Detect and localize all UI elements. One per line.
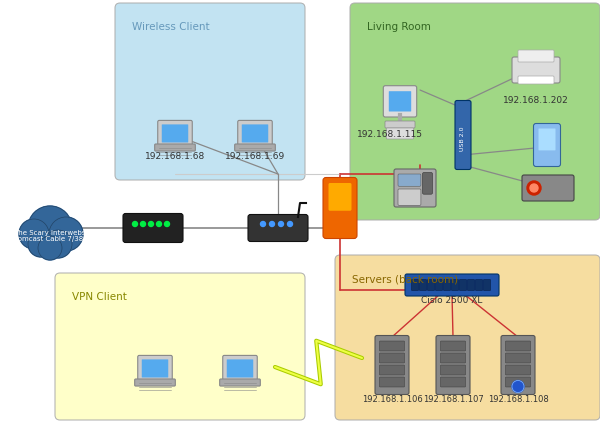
FancyBboxPatch shape (398, 189, 421, 205)
FancyBboxPatch shape (123, 214, 183, 243)
Circle shape (44, 230, 72, 258)
FancyBboxPatch shape (158, 120, 192, 147)
FancyBboxPatch shape (155, 144, 196, 151)
FancyBboxPatch shape (335, 255, 600, 420)
FancyBboxPatch shape (452, 279, 458, 290)
FancyBboxPatch shape (512, 57, 560, 83)
FancyBboxPatch shape (440, 365, 466, 375)
Circle shape (28, 231, 54, 257)
FancyBboxPatch shape (227, 360, 253, 377)
FancyBboxPatch shape (389, 91, 411, 112)
FancyBboxPatch shape (405, 274, 499, 296)
Text: USB 2.0: USB 2.0 (461, 127, 466, 151)
Circle shape (530, 184, 538, 192)
Text: 192.168.1.202: 192.168.1.202 (503, 96, 569, 105)
FancyBboxPatch shape (539, 128, 556, 151)
Circle shape (19, 219, 49, 249)
FancyBboxPatch shape (522, 175, 574, 201)
FancyBboxPatch shape (422, 173, 433, 194)
FancyBboxPatch shape (238, 120, 272, 147)
FancyBboxPatch shape (505, 365, 530, 375)
FancyBboxPatch shape (419, 279, 427, 290)
FancyBboxPatch shape (115, 3, 305, 180)
FancyBboxPatch shape (440, 353, 466, 363)
FancyBboxPatch shape (375, 335, 409, 394)
FancyBboxPatch shape (242, 124, 268, 142)
FancyBboxPatch shape (476, 279, 482, 290)
Text: Wireless Client: Wireless Client (132, 22, 209, 32)
FancyBboxPatch shape (533, 123, 560, 167)
FancyBboxPatch shape (380, 365, 404, 375)
Circle shape (527, 181, 541, 195)
FancyBboxPatch shape (134, 379, 175, 386)
Circle shape (140, 221, 146, 226)
Text: Living Room: Living Room (367, 22, 431, 32)
FancyBboxPatch shape (142, 360, 168, 377)
Text: VPN Client: VPN Client (72, 292, 127, 302)
FancyBboxPatch shape (501, 335, 535, 394)
FancyBboxPatch shape (248, 215, 308, 242)
FancyBboxPatch shape (162, 124, 188, 142)
FancyBboxPatch shape (518, 76, 554, 84)
FancyBboxPatch shape (350, 3, 600, 220)
Circle shape (287, 221, 293, 226)
FancyBboxPatch shape (383, 86, 416, 117)
Circle shape (260, 221, 265, 226)
FancyBboxPatch shape (455, 100, 471, 170)
FancyBboxPatch shape (412, 279, 419, 290)
FancyBboxPatch shape (385, 121, 415, 128)
Text: Servers (back room): Servers (back room) (352, 274, 458, 284)
FancyBboxPatch shape (467, 279, 475, 290)
Text: The Scary Interwebs
Comcast Cable 7/384: The Scary Interwebs Comcast Cable 7/384 (13, 229, 88, 243)
Text: Cisio 2500 XL: Cisio 2500 XL (421, 296, 482, 305)
FancyBboxPatch shape (329, 183, 352, 211)
FancyBboxPatch shape (398, 174, 421, 186)
Circle shape (512, 380, 524, 393)
Text: 192.168.1.107: 192.168.1.107 (422, 395, 484, 404)
FancyBboxPatch shape (138, 355, 172, 382)
FancyBboxPatch shape (380, 377, 404, 387)
FancyBboxPatch shape (55, 273, 305, 420)
FancyBboxPatch shape (436, 335, 470, 394)
FancyBboxPatch shape (394, 169, 436, 207)
FancyBboxPatch shape (505, 341, 530, 351)
Circle shape (149, 221, 154, 226)
Text: 192.168.1.69: 192.168.1.69 (225, 152, 285, 161)
FancyBboxPatch shape (440, 341, 466, 351)
FancyBboxPatch shape (443, 279, 451, 290)
FancyBboxPatch shape (380, 341, 404, 351)
FancyBboxPatch shape (386, 128, 414, 139)
FancyBboxPatch shape (440, 377, 466, 387)
FancyBboxPatch shape (505, 377, 530, 387)
Text: 192.168.1.68: 192.168.1.68 (145, 152, 205, 161)
Circle shape (278, 221, 284, 226)
FancyBboxPatch shape (380, 353, 404, 363)
Circle shape (133, 221, 137, 226)
FancyBboxPatch shape (484, 279, 491, 290)
FancyBboxPatch shape (436, 279, 443, 290)
Circle shape (49, 217, 83, 251)
Circle shape (28, 206, 72, 250)
Circle shape (38, 236, 62, 260)
FancyBboxPatch shape (223, 355, 257, 382)
Circle shape (157, 221, 161, 226)
FancyBboxPatch shape (427, 279, 434, 290)
FancyBboxPatch shape (505, 353, 530, 363)
FancyBboxPatch shape (323, 178, 357, 238)
FancyBboxPatch shape (460, 279, 467, 290)
Text: 192.168.1.108: 192.168.1.108 (488, 395, 548, 404)
FancyBboxPatch shape (518, 50, 554, 62)
FancyBboxPatch shape (235, 144, 275, 151)
Circle shape (164, 221, 170, 226)
FancyBboxPatch shape (220, 379, 260, 386)
Circle shape (269, 221, 275, 226)
Text: 192.168.1.106: 192.168.1.106 (362, 395, 422, 404)
Text: 192.168.1.115: 192.168.1.115 (357, 130, 423, 139)
